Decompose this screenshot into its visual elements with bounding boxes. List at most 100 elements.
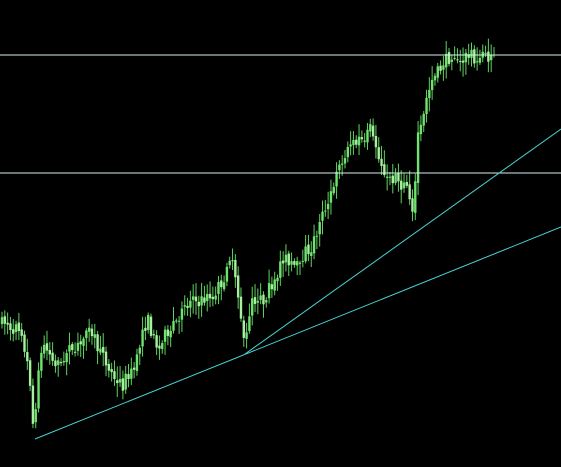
candle [312, 224, 316, 260]
candle [270, 276, 274, 298]
candle [110, 362, 113, 382]
candle-body [276, 277, 279, 282]
candle-body [169, 330, 172, 338]
candle [208, 281, 212, 308]
candle [307, 234, 310, 262]
candle-body [130, 368, 133, 379]
candle-body [355, 139, 358, 145]
candle [301, 249, 305, 268]
candle-body [48, 350, 51, 355]
candle-body [304, 246, 307, 262]
candle-body [158, 345, 161, 349]
candle [9, 316, 12, 341]
candle-body [62, 361, 66, 363]
candle [304, 234, 307, 264]
trendlines-layer [34, 128, 561, 440]
candle [276, 274, 279, 291]
candle [48, 341, 51, 365]
candle [447, 47, 451, 67]
candle-body [127, 373, 130, 380]
candle-body [388, 176, 392, 178]
candle-body [194, 296, 198, 302]
candle [57, 356, 60, 377]
candle-body [405, 181, 409, 186]
candle [42, 335, 46, 359]
candle [318, 214, 321, 247]
candle [107, 359, 111, 378]
candle-body [450, 59, 454, 62]
candle [459, 49, 462, 72]
candle [3, 310, 7, 335]
candle-body [467, 54, 470, 58]
candle-body [324, 210, 327, 212]
candle-body [149, 316, 153, 336]
candle-body [445, 53, 448, 68]
candle-body [186, 305, 189, 308]
candle-body [312, 236, 316, 254]
candle [146, 312, 150, 334]
candle [6, 312, 9, 335]
candle-body [28, 360, 32, 386]
candle-body [298, 262, 302, 264]
candle [267, 269, 271, 304]
candle [419, 115, 423, 142]
candle-body [338, 164, 341, 171]
candle [121, 370, 125, 400]
candle [332, 182, 335, 196]
candle-body [487, 51, 490, 62]
candle-body [220, 280, 223, 288]
candle [20, 322, 23, 342]
candle-body [42, 344, 46, 354]
candle [445, 40, 448, 79]
candle [23, 330, 26, 358]
candle-body [447, 52, 451, 64]
candle-body [68, 345, 71, 352]
candle-body [251, 298, 254, 316]
candle-body [307, 244, 310, 255]
candle-body [57, 360, 60, 365]
candle-body [248, 316, 251, 332]
candle [360, 130, 364, 143]
candle [189, 290, 192, 318]
candle-body [79, 341, 82, 345]
candle [99, 335, 102, 356]
candle [211, 286, 215, 307]
candle-body [366, 129, 369, 143]
candle [87, 318, 91, 342]
candle-body [363, 140, 366, 142]
candle-body [87, 327, 91, 332]
candle-body [9, 323, 12, 330]
candle [442, 55, 445, 81]
candle [326, 191, 330, 220]
candle-body [203, 297, 206, 303]
candle-body [377, 147, 380, 160]
candle [242, 315, 245, 347]
candle [217, 275, 220, 305]
candle-body [484, 52, 487, 54]
candle [17, 312, 21, 340]
candle [82, 336, 85, 359]
candle-body [346, 146, 350, 158]
candle [158, 335, 161, 360]
candle [453, 46, 456, 61]
candle-body [222, 282, 226, 290]
candle [259, 283, 262, 305]
candle-body [433, 75, 437, 81]
candle-body [234, 259, 237, 278]
candle [127, 363, 130, 388]
candle-body [217, 282, 220, 294]
candle-body [279, 261, 282, 278]
candle-body [343, 158, 347, 164]
candle-body [214, 295, 217, 300]
candle-body [281, 260, 285, 264]
candle-body [461, 60, 465, 63]
candle-body [54, 360, 57, 367]
candle [65, 349, 68, 376]
candle-body [231, 260, 234, 262]
candle [422, 110, 425, 133]
candle [287, 250, 290, 277]
candle-body [6, 322, 9, 325]
candle [161, 340, 164, 354]
candle-body [144, 327, 147, 331]
candles-layer [0, 38, 496, 429]
